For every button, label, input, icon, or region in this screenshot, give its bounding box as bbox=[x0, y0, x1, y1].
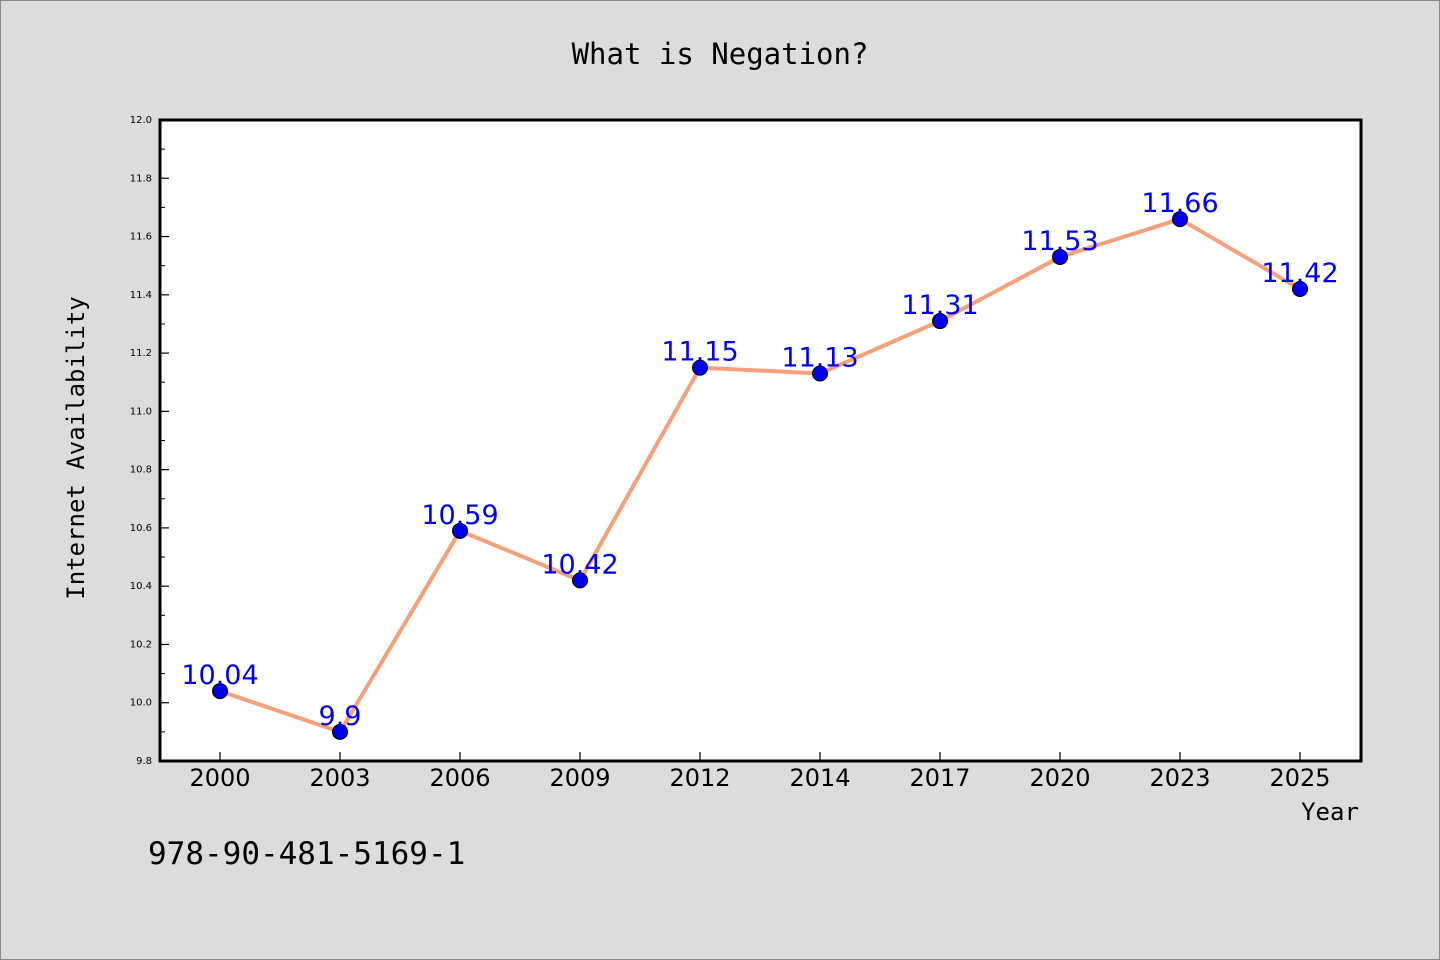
x-axis-label: Year bbox=[1301, 798, 1359, 826]
isbn-label: 978-90-481-5169-1 bbox=[148, 836, 465, 872]
x-tick-label: 2012 bbox=[669, 764, 730, 792]
data-label: 11.66 bbox=[1141, 188, 1218, 219]
data-label: 10.42 bbox=[541, 549, 618, 580]
data-point bbox=[1292, 280, 1308, 297]
data-label: 11.53 bbox=[1021, 226, 1098, 257]
data-point bbox=[212, 683, 228, 700]
x-tick-label: 2025 bbox=[1269, 764, 1330, 792]
y-tick-label: 10.2 bbox=[130, 639, 152, 650]
x-tick-label: 2020 bbox=[1029, 764, 1090, 792]
data-point bbox=[1172, 211, 1188, 228]
x-tick-label: 2000 bbox=[189, 764, 250, 792]
y-tick-label: 12.0 bbox=[130, 115, 152, 126]
x-tick-label: 2003 bbox=[309, 764, 370, 792]
y-tick-label: 11.4 bbox=[130, 290, 152, 301]
chart-title: What is Negation? bbox=[572, 37, 869, 71]
data-point bbox=[572, 572, 588, 589]
series-line bbox=[218, 217, 1302, 734]
x-tick-label: 2006 bbox=[429, 764, 490, 792]
y-tick-label: 11.6 bbox=[130, 232, 152, 243]
x-tick-label: 2017 bbox=[909, 764, 970, 792]
y-tick-label: 10.0 bbox=[130, 698, 152, 709]
y-tick-label: 10.8 bbox=[130, 465, 152, 476]
y-axis-label: Internet Availability bbox=[62, 296, 90, 599]
data-point bbox=[692, 359, 708, 376]
data-label: 10.04 bbox=[181, 660, 258, 691]
x-axis: 2000 2003 2006 2009 2012 2014 2017 2020 2023 2025 bbox=[189, 752, 1331, 792]
data-point bbox=[332, 723, 348, 740]
y-tick-label: 11.8 bbox=[130, 173, 152, 184]
plot-border bbox=[158, 118, 1363, 763]
data-label: 11.15 bbox=[661, 337, 738, 368]
data-label: 11.42 bbox=[1261, 258, 1338, 289]
x-tick-label: 2023 bbox=[1149, 764, 1210, 792]
y-tick-label: 11.0 bbox=[130, 406, 152, 417]
data-label: 10.59 bbox=[421, 500, 498, 531]
y-tick-label: 10.6 bbox=[130, 523, 152, 534]
y-tick-label: 9.8 bbox=[136, 756, 152, 767]
x-tick-label: 2014 bbox=[789, 764, 850, 792]
data-point bbox=[1052, 248, 1068, 265]
data-label: 11.31 bbox=[901, 290, 978, 321]
x-tick-label: 2009 bbox=[549, 764, 610, 792]
data-point bbox=[452, 522, 468, 539]
series-layer: 10.04 9.9 10.59 10.42 11.15 11.13 11.31 11.53 11… bbox=[181, 188, 1339, 740]
data-label: 11.13 bbox=[781, 342, 858, 373]
y-tick-label: 11.2 bbox=[130, 348, 152, 359]
data-label: 9.9 bbox=[319, 701, 362, 732]
data-point bbox=[812, 365, 828, 382]
y-tick-label: 10.4 bbox=[130, 581, 152, 592]
data-point bbox=[932, 313, 948, 330]
